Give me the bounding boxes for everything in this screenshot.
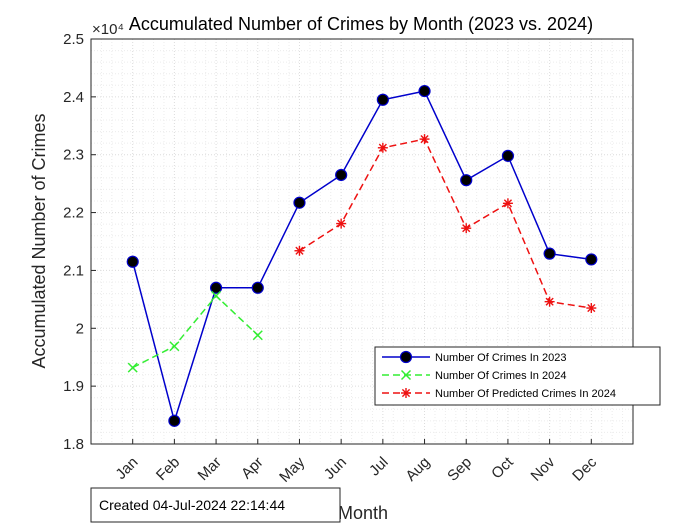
x-tick-label: Feb	[153, 454, 183, 484]
data-point	[294, 245, 305, 256]
marker-circle	[418, 84, 431, 98]
marker-stroke	[252, 330, 263, 341]
marker-stroke	[401, 388, 411, 398]
y-tick-label: 2.4	[63, 89, 84, 106]
y-tick-label: 2.2	[63, 205, 84, 222]
legend-label: Number Of Predicted Crimes In 2024	[435, 388, 616, 400]
marker-stroke	[337, 219, 346, 228]
data-point	[376, 93, 389, 106]
marker-stroke	[587, 303, 596, 313]
footnote: Created 04-Jul-2024 22:14:44	[90, 487, 341, 523]
y-axis-exponent: ×10⁴	[92, 21, 124, 38]
data-point	[543, 247, 556, 260]
marker-circle	[399, 350, 413, 364]
y-axis-label: Accumulated Number of Crimes	[29, 113, 49, 368]
marker-circle	[126, 255, 139, 268]
legend-label: Number Of Crimes In 2023	[435, 352, 566, 364]
series-line	[132, 294, 259, 369]
marker-circle	[209, 281, 223, 294]
marker-stroke	[378, 143, 387, 152]
data-point	[460, 174, 473, 187]
x-tick-label: May	[276, 453, 308, 485]
data-point	[544, 296, 555, 307]
marker-stroke	[169, 341, 180, 352]
data-point	[501, 149, 515, 162]
marker-stroke	[127, 362, 138, 373]
y-tick-label: 2.3	[63, 147, 84, 164]
marker-stroke	[295, 246, 304, 255]
data-point	[419, 134, 430, 145]
data-point	[377, 142, 388, 153]
legend-marker	[400, 369, 412, 381]
legend-marker	[401, 388, 411, 398]
data-point	[293, 196, 306, 209]
series-layer	[126, 84, 598, 427]
x-tick-label: Sep	[444, 454, 475, 485]
marker-circle	[501, 149, 515, 162]
marker-stroke	[211, 290, 222, 301]
marker-circle	[543, 247, 556, 260]
x-tick-label: Oct	[488, 453, 517, 482]
data-point	[169, 341, 180, 352]
plot-area-frame	[90, 38, 634, 445]
x-tick-label: Mar	[195, 454, 225, 484]
x-tick-label: Apr	[238, 454, 267, 483]
series-2	[127, 290, 263, 373]
marker-stroke	[400, 369, 412, 381]
marker-circle	[251, 281, 264, 294]
data-point	[585, 253, 598, 266]
series-line	[131, 90, 592, 424]
data-point	[168, 414, 181, 427]
y-tick-label: 2.5	[63, 31, 84, 48]
x-tick-label: Jun	[321, 454, 350, 483]
y-tick-label: 2	[76, 320, 84, 337]
footnote-text: Created 04-Jul-2024 22:14:44	[99, 497, 285, 513]
data-point	[586, 303, 597, 314]
data-point	[126, 255, 139, 268]
series-1	[126, 84, 598, 427]
data-point	[502, 198, 513, 209]
marker-circle	[460, 174, 473, 187]
x-axis-label: Month	[338, 503, 388, 523]
series-3	[294, 134, 597, 314]
x-tick-label: Nov	[528, 453, 559, 484]
marker-circle	[168, 414, 181, 427]
y-tick-label: 1.9	[63, 378, 84, 395]
marker-circle	[293, 196, 306, 209]
x-tick-label: Dec	[569, 453, 600, 484]
legend-item: Number Of Crimes In 2024	[382, 369, 566, 382]
marker-circle	[335, 168, 348, 182]
legend-item: Number Of Crimes In 2023	[382, 350, 566, 364]
legend: Number Of Crimes In 2023 Number Of Crimes…	[374, 346, 661, 406]
data-point	[211, 290, 222, 301]
chart-title: Accumulated Number of Crimes by Month (2…	[129, 14, 593, 34]
legend-item: Number Of Predicted Crimes In 2024	[382, 388, 616, 400]
marker-stroke	[545, 297, 554, 306]
grid	[90, 38, 634, 445]
data-point	[335, 168, 348, 182]
x-tick-label: Aug	[402, 454, 433, 485]
y-tick-label: 1.8	[63, 436, 84, 453]
marker-circle	[585, 253, 598, 266]
data-point	[336, 218, 347, 229]
marker-stroke	[503, 199, 513, 208]
legend-label: Number Of Crimes In 2024	[435, 370, 566, 382]
marker-circle	[376, 93, 389, 106]
footnote-box	[90, 487, 341, 523]
data-point	[461, 223, 472, 234]
legend-marker	[399, 350, 413, 364]
data-point	[418, 84, 431, 98]
marker-stroke	[462, 224, 471, 233]
marker-stroke	[420, 134, 429, 144]
data-point	[209, 281, 223, 294]
x-tick-label: Jul	[366, 454, 392, 480]
y-tick-label: 2.1	[63, 262, 84, 279]
data-point	[127, 362, 138, 373]
x-tick-label: Jan	[112, 454, 141, 483]
data-point	[252, 330, 263, 341]
data-point	[251, 281, 264, 294]
